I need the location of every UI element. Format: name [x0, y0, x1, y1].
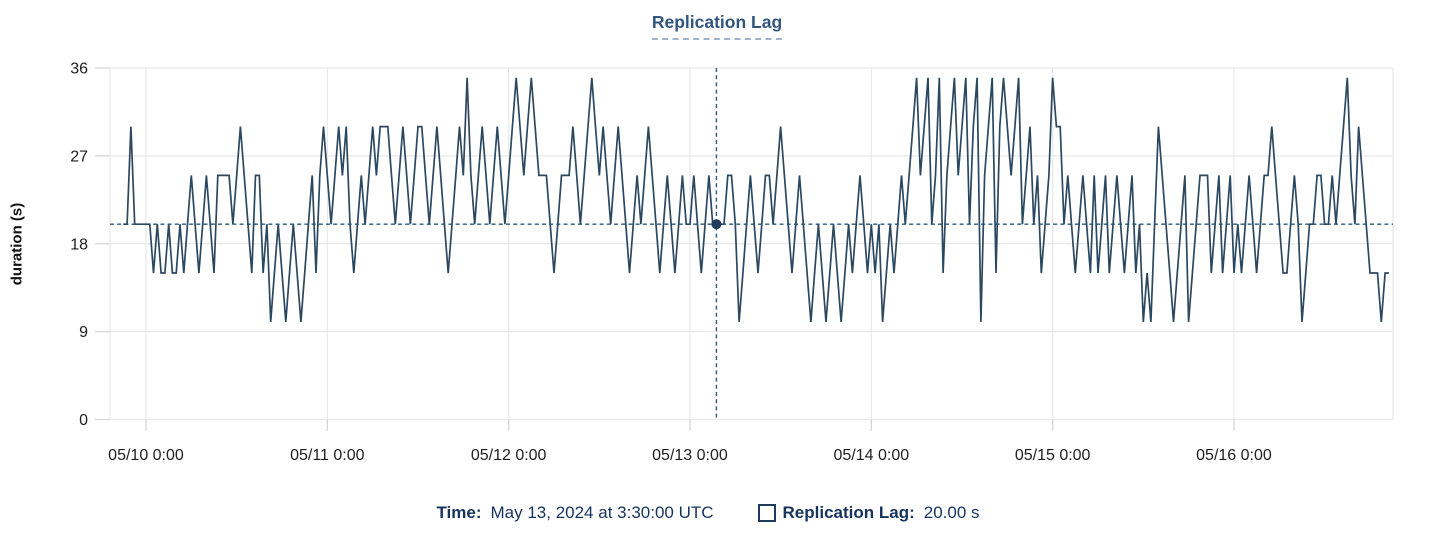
crosshair-point[interactable]: [711, 219, 722, 230]
y-tick-label: 36: [70, 61, 88, 78]
chart-title[interactable]: Replication Lag: [651, 12, 783, 40]
y-tick-label: 18: [70, 236, 88, 253]
time-value: May 13, 2024 at 3:30:00 UTC: [490, 503, 714, 522]
replication-lag-line[interactable]: [123, 77, 1389, 322]
series-label: Replication Lag:: [782, 503, 915, 522]
y-tick-label: 27: [70, 148, 88, 165]
y-tick-label: 9: [79, 324, 88, 341]
y-tick-label: 0: [79, 412, 88, 429]
x-tick-label: 05/12 0:00: [471, 447, 547, 464]
time-label: Time:: [436, 503, 482, 522]
x-tick-label: 05/16 0:00: [1196, 447, 1272, 464]
x-tick-label: 05/13 0:00: [652, 447, 728, 464]
series-value: 20.00 s: [923, 503, 980, 522]
x-tick-label: 05/15 0:00: [1015, 447, 1091, 464]
x-tick-label: 05/11 0:00: [290, 447, 365, 464]
series-checkbox-icon[interactable]: [757, 504, 776, 522]
hover-readout: Time: May 13, 2024 at 3:30:00 UTC Replic…: [0, 503, 1440, 523]
x-tick-label: 05/10 0:00: [108, 447, 184, 464]
x-tick-label: 05/14 0:00: [834, 447, 910, 464]
